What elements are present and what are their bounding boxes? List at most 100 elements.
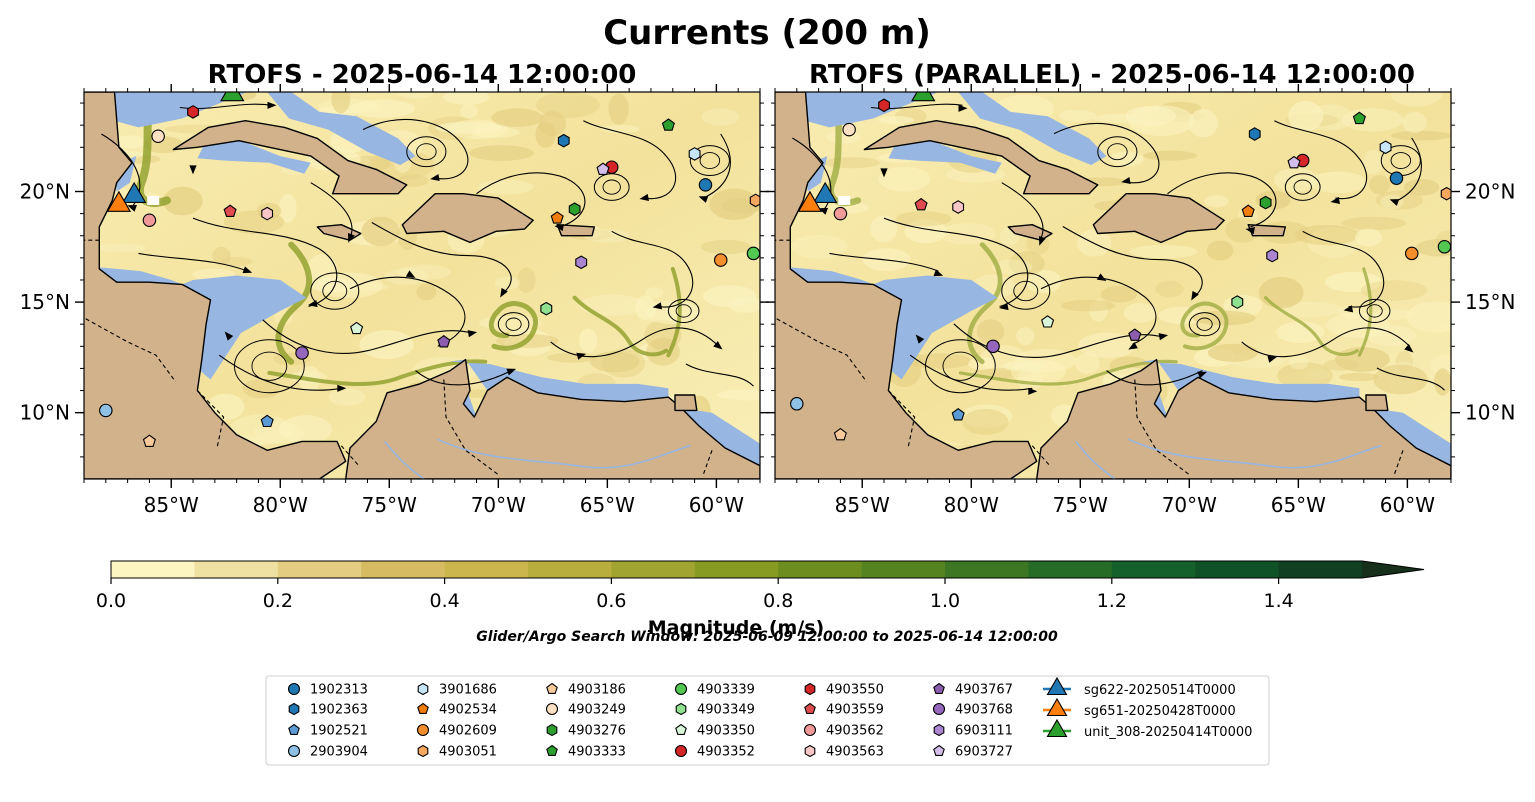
legend-label: 4903550 [826,683,884,698]
argo-floats [99,105,760,447]
legend-glider-sg651-20250428T0000 [1046,697,1068,717]
rivers [1075,438,1382,479]
legend-item-4903550: 4903550 [804,683,884,698]
x-tick-label: 75°W [1053,493,1108,517]
legend-item-4902534: 4902534 [417,702,497,718]
legend-label: 4903767 [955,683,1013,698]
colorbar-tick-label: 1.0 [930,590,960,612]
colorbar-cell [861,561,946,578]
current-band-coast [958,359,1178,386]
float-marker-4902534 [550,211,564,224]
legend-label: sg622-20250514T0000 [1084,683,1236,698]
legend-label: 4903349 [697,703,755,718]
legend-item-1902313: 1902313 [287,683,368,698]
float-marker-4903768 [986,339,1000,354]
current-band-eddy [488,301,538,351]
float-marker-4903349 [1231,295,1244,309]
shallow-nicaragua-rise [873,275,998,380]
colorbar-cell [111,561,195,578]
legend-item-unit_308-20250414T0000: unit_308-20250414T0000 [1043,718,1252,740]
legend-marker-4903768 [932,702,946,716]
land-hispaniola [1092,193,1225,244]
float-marker-6903111 [1266,248,1279,263]
legend-label: 4903559 [826,703,884,718]
float-marker-4903249 [151,129,165,143]
legend-item-4903333: 4903333 [546,745,626,760]
streamlines [792,103,1445,394]
shallow-guyana [1372,408,1451,466]
legend-item-sg622-20250514T0000: sg622-20250514T0000 [1043,676,1236,698]
legend-marker-4903352 [674,744,688,758]
colorbar-cell [444,561,529,578]
legend-marker-4902609 [416,723,430,737]
legend-item-4903051: 4903051 [417,745,497,760]
x-tick-label: 80°W [944,493,999,517]
legend-marker-1902521 [288,723,300,735]
legend-item-sg651-20250428T0000: sg651-20250428T0000 [1043,697,1236,719]
x-tick-label: 60°W [1380,493,1435,517]
legend-marker-3901686 [417,682,429,696]
legend-label: 3901686 [439,683,497,698]
legend-glider-sg622-20250514T0000 [1046,676,1068,696]
colorbar: 0.0 0.2 0.4 0.6 0.8 1.0 1.2 1.4 Magnitude (m/s) [96,560,1425,639]
float-marker-4903563 [261,206,274,221]
y-tick-label: 10°N [20,401,70,425]
colorbar-tick-label: 0.6 [596,590,626,612]
land-hispaniola [401,193,534,244]
legend-marker-4903559 [804,702,816,714]
shallow-florida [84,92,248,128]
flow-arrows [818,104,1414,395]
legend-item-4903559: 4903559 [804,702,884,718]
shallow-bahamas [958,92,1107,165]
float-marker-6903727 [596,162,610,175]
current-band-eddy [1180,301,1229,351]
legend-label: 6903111 [955,724,1013,739]
legend-frame [265,675,1270,766]
panel-title-rtofs-parallel: RTOFS (PARALLEL) - 2025-06-14 12:00:00 [809,60,1415,90]
land-cuba [863,120,1099,195]
glider-marker-sg651-20250428T0000 [106,190,132,212]
legend-label: 4903768 [955,703,1013,718]
float-marker-4903186 [142,434,156,447]
current-band-antilles [666,266,682,358]
legend-marker-1902363 [288,702,300,716]
legend-item-4903352: 4903352 [674,744,755,760]
streamlines [101,103,754,394]
land-south-america [1036,358,1451,479]
map-frame-left [83,91,761,480]
legend-item-3901686: 3901686 [417,682,497,698]
glider-label-patch [147,195,160,205]
float-marker-4903767 [437,335,451,348]
legend-marker-4903276 [546,723,558,737]
x-axis-left: 85°W 80°W 75°W 70°W 65°W 60°W [83,84,761,517]
float-marker-4903350 [350,321,364,335]
country-borders [84,239,713,476]
map-frame-right [774,91,1452,480]
legend-item-4903276: 4903276 [546,723,626,739]
y-axis-right: 10°N 15°N 20°N [766,102,1515,458]
float-marker-4903559 [914,197,928,211]
legend-label: 4903186 [568,683,626,698]
legend-label: 4903339 [697,683,755,698]
colorbar-cell [277,561,362,578]
legend-item-4903350: 4903350 [675,724,755,739]
legend-marker-4902534 [417,702,429,714]
shallow-guyana [681,408,760,466]
legend-label: 4903051 [439,745,497,760]
x-tick-label: 65°W [580,493,635,517]
current-band-antilles [1357,267,1373,357]
land-trinidad [674,394,698,412]
colorbar-tick-label: 0.8 [763,590,793,612]
legend-item-4903562: 4903562 [803,724,884,739]
rivers [384,438,691,479]
float-marker-4903339 [1437,240,1451,254]
legend-marker-6903727 [933,744,945,756]
shallow-florida [775,92,939,128]
panel-title-rtofs: RTOFS - 2025-06-14 12:00:00 [208,60,637,90]
current-band-east [572,295,669,357]
shallow-bahamas [267,92,416,165]
float-marker-1902363 [1248,127,1261,141]
shallow-venezuela [1141,359,1360,402]
colorbar-tick-label: 0.2 [263,590,293,612]
